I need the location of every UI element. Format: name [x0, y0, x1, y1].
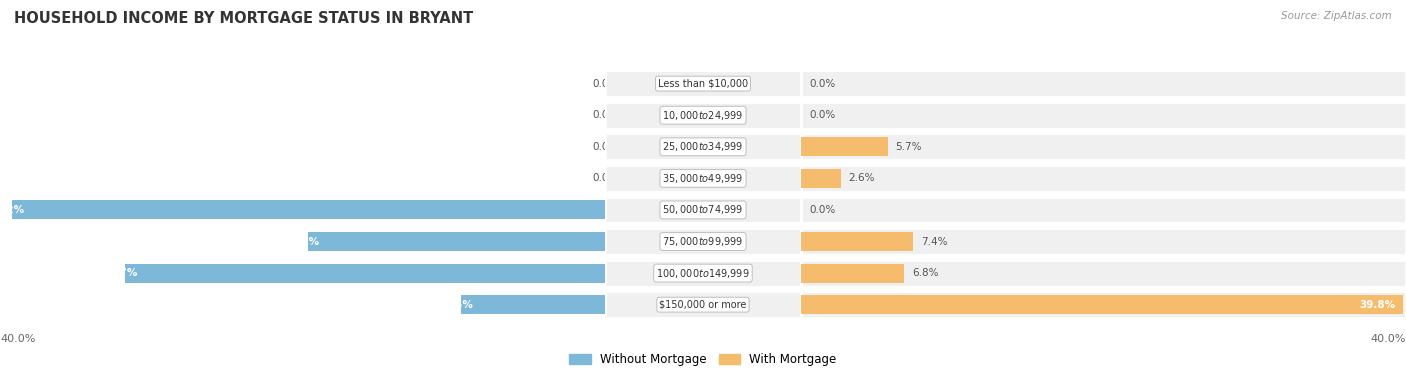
- Bar: [605, 102, 801, 129]
- Text: $150,000 or more: $150,000 or more: [659, 300, 747, 310]
- Bar: [801, 70, 1406, 97]
- Bar: [605, 70, 1209, 97]
- Text: 39.2%: 39.2%: [0, 205, 24, 215]
- Text: $50,000 to $74,999: $50,000 to $74,999: [662, 204, 744, 216]
- Text: $25,000 to $34,999: $25,000 to $34,999: [662, 140, 744, 153]
- Text: 6.8%: 6.8%: [911, 268, 938, 278]
- Bar: [801, 295, 1403, 314]
- Bar: [801, 165, 1406, 192]
- Bar: [801, 228, 1406, 255]
- Bar: [461, 295, 605, 314]
- Text: Source: ZipAtlas.com: Source: ZipAtlas.com: [1281, 11, 1392, 21]
- Text: 19.6%: 19.6%: [284, 236, 321, 247]
- Text: 0.0%: 0.0%: [592, 79, 619, 89]
- Text: 0.0%: 0.0%: [808, 205, 835, 215]
- Bar: [801, 291, 1406, 318]
- Bar: [605, 291, 1209, 318]
- Bar: [605, 260, 801, 287]
- Bar: [605, 133, 801, 160]
- Bar: [605, 165, 1209, 192]
- Text: 5.7%: 5.7%: [896, 142, 921, 152]
- Bar: [605, 165, 801, 192]
- Text: 0.0%: 0.0%: [592, 110, 619, 120]
- Text: $10,000 to $24,999: $10,000 to $24,999: [662, 109, 744, 122]
- Text: HOUSEHOLD INCOME BY MORTGAGE STATUS IN BRYANT: HOUSEHOLD INCOME BY MORTGAGE STATUS IN B…: [14, 11, 474, 26]
- Bar: [605, 260, 1209, 287]
- Bar: [801, 260, 1406, 287]
- Bar: [605, 196, 801, 223]
- Bar: [605, 102, 1209, 129]
- Text: 40.0%: 40.0%: [1371, 334, 1406, 344]
- Bar: [801, 169, 841, 188]
- Text: 0.0%: 0.0%: [808, 79, 835, 89]
- Legend: Without Mortgage, With Mortgage: Without Mortgage, With Mortgage: [565, 349, 841, 371]
- Text: $100,000 to $149,999: $100,000 to $149,999: [657, 267, 749, 280]
- Text: 0.0%: 0.0%: [592, 142, 619, 152]
- Text: 39.8%: 39.8%: [1360, 300, 1395, 310]
- Text: 7.4%: 7.4%: [921, 236, 948, 247]
- Bar: [308, 232, 605, 251]
- Text: 40.0%: 40.0%: [0, 334, 35, 344]
- Text: Less than $10,000: Less than $10,000: [658, 79, 748, 89]
- Text: 31.7%: 31.7%: [101, 268, 138, 278]
- Bar: [605, 291, 801, 318]
- Bar: [13, 201, 605, 219]
- Bar: [605, 196, 1209, 223]
- Bar: [125, 264, 605, 283]
- Bar: [605, 228, 801, 255]
- Bar: [801, 264, 904, 283]
- Text: 9.5%: 9.5%: [444, 300, 472, 310]
- Bar: [801, 133, 1406, 160]
- Text: 0.0%: 0.0%: [592, 173, 619, 183]
- Bar: [605, 70, 801, 97]
- Bar: [801, 232, 914, 251]
- Text: $75,000 to $99,999: $75,000 to $99,999: [662, 235, 744, 248]
- Text: $35,000 to $49,999: $35,000 to $49,999: [662, 172, 744, 185]
- Text: 2.6%: 2.6%: [848, 173, 875, 183]
- Bar: [801, 137, 887, 156]
- Text: 0.0%: 0.0%: [808, 110, 835, 120]
- Bar: [801, 196, 1406, 223]
- Bar: [605, 228, 1209, 255]
- Bar: [605, 133, 1209, 160]
- Bar: [801, 102, 1406, 129]
